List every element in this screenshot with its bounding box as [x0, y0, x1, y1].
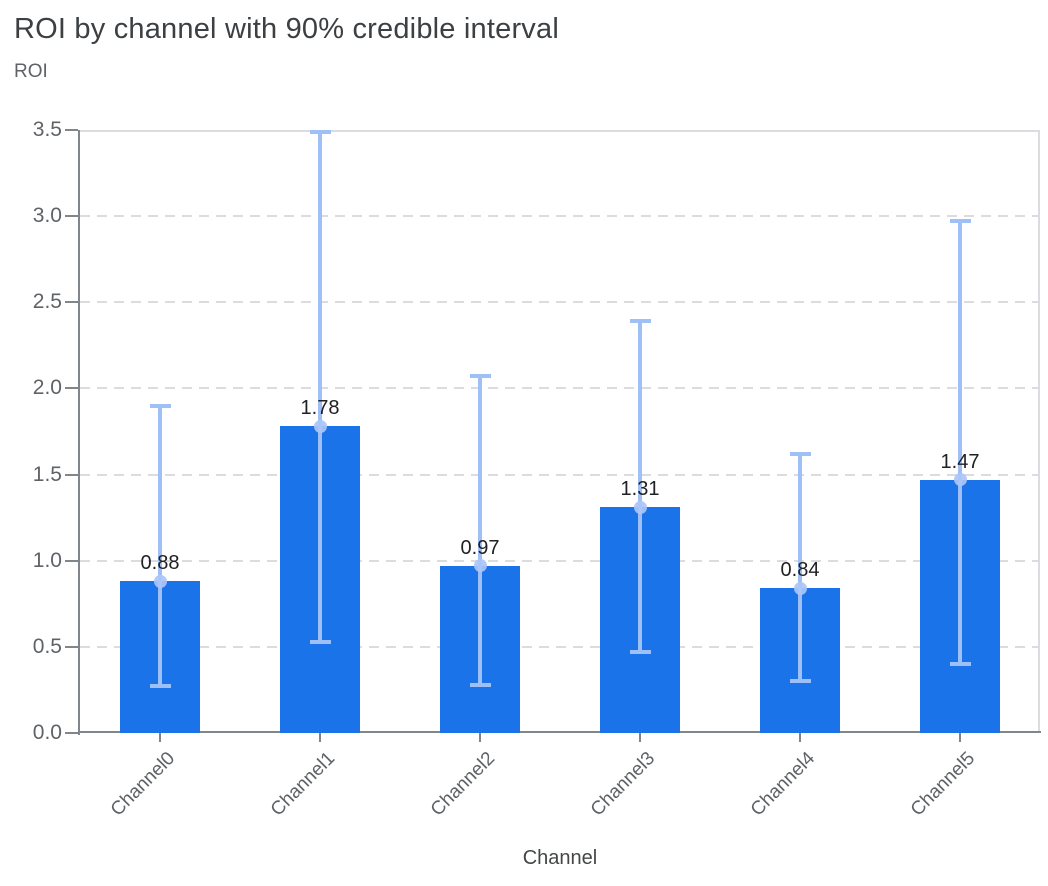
y-tick-mark-0.5	[65, 645, 78, 648]
y-tick-label: 0.5	[32, 634, 62, 658]
gridline-1.0	[80, 559, 1040, 562]
bar-value-label: 0.88	[140, 552, 180, 575]
y-tick-mark-3.5	[65, 129, 78, 131]
x-tick-mark-channel5	[959, 733, 961, 742]
error-bar-cap-upper	[309, 129, 331, 134]
error-bar-cap-upper	[949, 219, 971, 224]
error-bar-mean-dot	[633, 500, 647, 514]
error-bar-line-channel3	[638, 321, 642, 653]
gridline-3.0	[80, 215, 1040, 218]
chart-title: ROI by channel with 90% credible interva…	[14, 13, 559, 45]
y-tick-mark-2.5	[65, 301, 78, 304]
y-tick-mark-1.5	[65, 473, 78, 476]
error-bar-cap-lower	[469, 682, 491, 687]
x-tick-label-text: Channel0	[106, 748, 179, 821]
y-tick-label: 3.0	[32, 204, 62, 228]
gridline-0.5	[80, 645, 1040, 648]
error-bar-mean-dot	[953, 473, 967, 487]
error-bar-cap-upper	[629, 319, 651, 324]
error-bar-cap-lower	[949, 662, 971, 667]
error-bar-line-channel0	[158, 405, 162, 687]
y-tick-mark-0.0	[65, 732, 78, 734]
plot-area: 0.0 0.5 1.0 1.5 2.0 2.5 3.0 3.5 0.88 Channel0 1.78…	[33, 119, 1041, 820]
error-bar-line-channel5	[958, 221, 962, 665]
error-bar-mean-dot	[793, 581, 807, 595]
error-bar-mean-dot	[313, 419, 327, 433]
y-tick-mark-2.0	[65, 387, 78, 390]
x-tick-mark-channel1	[319, 733, 321, 742]
error-bar-cap-lower	[789, 679, 811, 684]
error-bar-cap-lower	[629, 650, 651, 655]
x-tick-label-text: Channel4	[746, 748, 819, 821]
y-axis-line	[78, 130, 80, 735]
y-tick-label: 0.0	[32, 721, 62, 744]
gridline-1.5	[80, 473, 1040, 476]
bar-value-label: 1.78	[300, 397, 340, 420]
error-bar-line-channel2	[478, 376, 482, 685]
bar-value-label: 0.84	[780, 559, 820, 582]
gridline-2.5	[80, 301, 1040, 304]
bar-value-label: 1.31	[620, 478, 660, 501]
error-bar-cap-lower	[149, 684, 171, 689]
x-tick-mark-channel3	[639, 733, 641, 742]
y-tick-label: 2.5	[32, 290, 62, 314]
y-tick-label: 3.5	[32, 118, 62, 141]
error-bar-mean-dot	[473, 559, 487, 573]
error-bar-line-channel1	[318, 131, 322, 642]
error-bar-line-channel4	[798, 453, 802, 682]
x-tick-mark-channel0	[159, 733, 161, 742]
y-axis-title: ROI	[14, 61, 48, 82]
gridline-2.0	[80, 387, 1040, 390]
y-tick-mark-1.0	[65, 559, 78, 562]
x-axis-line	[78, 731, 1041, 733]
x-tick-label-text: Channel2	[426, 748, 499, 821]
error-bar-cap-upper	[149, 403, 171, 408]
x-axis-title: Channel	[522, 847, 598, 869]
y-tick-label: 2.0	[32, 376, 62, 400]
error-bar-mean-dot	[153, 574, 167, 588]
error-bar-cap-lower	[309, 639, 331, 644]
plot-border-top	[80, 130, 1040, 132]
x-tick-label-text: Channel5	[906, 748, 979, 821]
x-tick-label-text: Channel1	[266, 748, 339, 821]
bar-value-label: 0.97	[460, 536, 500, 559]
x-tick-mark-channel2	[479, 733, 481, 742]
x-tick-label-text: Channel3	[586, 748, 659, 821]
error-bar-cap-upper	[469, 374, 491, 379]
y-tick-label: 1.5	[32, 462, 62, 486]
x-tick-mark-channel4	[799, 733, 801, 742]
y-tick-label: 1.0	[32, 548, 62, 572]
bar-value-label: 1.47	[940, 450, 980, 473]
plot-border-right	[1038, 130, 1040, 733]
y-tick-mark-3.0	[65, 215, 78, 218]
error-bar-cap-upper	[789, 451, 811, 456]
